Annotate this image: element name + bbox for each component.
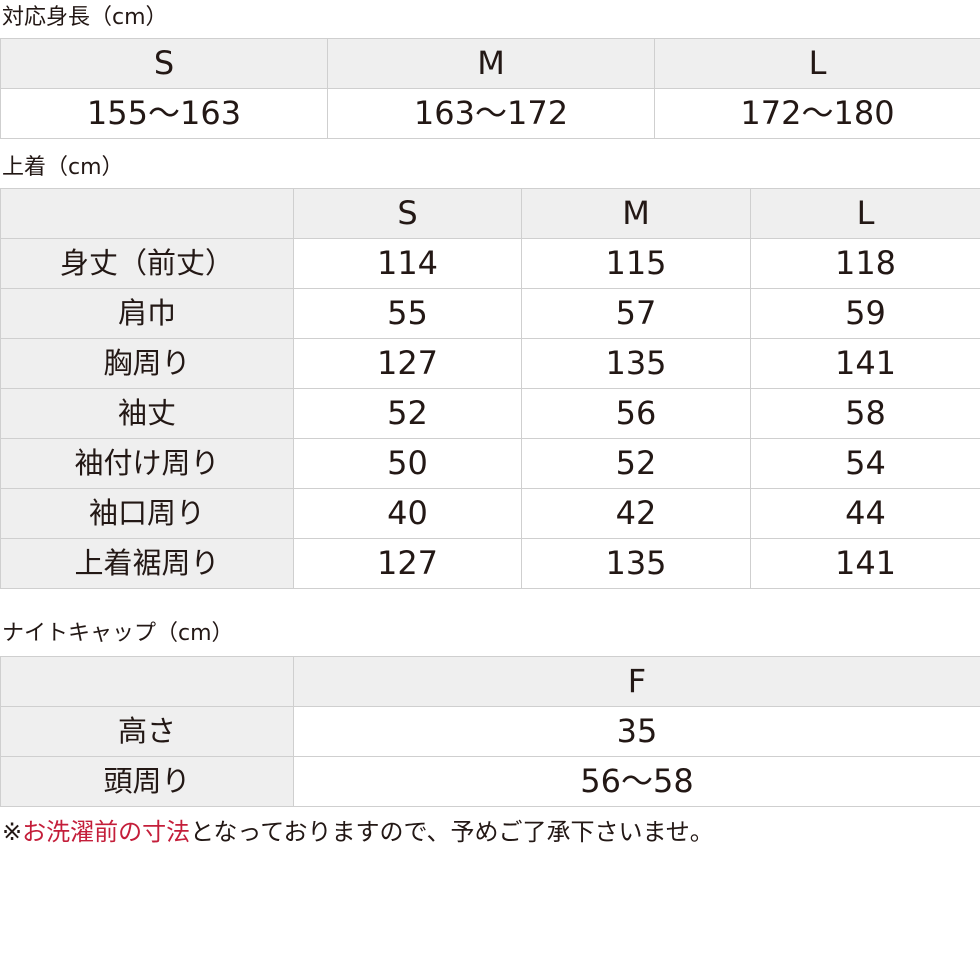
header-row: S M L bbox=[0, 188, 980, 239]
top-table-title: 上着（cm） bbox=[2, 155, 124, 180]
cap-table: F 高さ 35 頭周り 56〜58 bbox=[0, 656, 980, 807]
size-header: M bbox=[327, 38, 655, 89]
row-label: 袖口周り bbox=[0, 488, 294, 539]
height-value: 163〜172 bbox=[327, 88, 655, 139]
cell-value: 59 bbox=[750, 288, 980, 339]
cell-value: 54 bbox=[750, 438, 980, 489]
cell-value: 135 bbox=[521, 538, 751, 589]
cell-value: 52 bbox=[293, 388, 522, 439]
height-table-title: 対応身長（cm） bbox=[2, 5, 168, 30]
cell-value: 135 bbox=[521, 338, 751, 389]
cell-value: 57 bbox=[521, 288, 751, 339]
table-row: 袖丈 52 56 58 bbox=[0, 388, 980, 439]
size-header: L bbox=[750, 188, 980, 239]
table-row: 肩巾 55 57 59 bbox=[0, 288, 980, 339]
row-label: 高さ bbox=[0, 706, 294, 757]
size-header: L bbox=[654, 38, 980, 89]
note-mark: ※ bbox=[2, 818, 23, 846]
row-label: 肩巾 bbox=[0, 288, 294, 339]
height-table: S M L 155〜163 163〜172 172〜180 bbox=[0, 38, 980, 139]
size-header: S bbox=[0, 38, 328, 89]
cell-value: 44 bbox=[750, 488, 980, 539]
cell-value: 35 bbox=[293, 706, 980, 757]
cell-value: 55 bbox=[293, 288, 522, 339]
note-text: となっておりますので、予めご了承下さいませ。 bbox=[190, 818, 714, 846]
row-label: 袖付け周り bbox=[0, 438, 294, 489]
cell-value: 127 bbox=[293, 538, 522, 589]
corner-cell bbox=[0, 188, 294, 239]
corner-cell bbox=[0, 656, 294, 707]
table-row: 身丈（前丈） 114 115 118 bbox=[0, 238, 980, 289]
table-row: 袖付け周り 50 52 54 bbox=[0, 438, 980, 489]
cell-value: 56 bbox=[521, 388, 751, 439]
size-header: M bbox=[521, 188, 751, 239]
cell-value: 50 bbox=[293, 438, 522, 489]
table-row: 上着裾周り 127 135 141 bbox=[0, 538, 980, 589]
height-value: 155〜163 bbox=[0, 88, 328, 139]
cell-value: 118 bbox=[750, 238, 980, 289]
table-row: 155〜163 163〜172 172〜180 bbox=[0, 88, 980, 139]
row-label: 頭周り bbox=[0, 756, 294, 807]
header-row: S M L bbox=[0, 38, 980, 89]
cell-value: 56〜58 bbox=[293, 756, 980, 807]
row-label: 上着裾周り bbox=[0, 538, 294, 589]
washing-note: ※お洗濯前の寸法となっておりますので、予めご了承下さいませ。 bbox=[2, 816, 714, 848]
cell-value: 141 bbox=[750, 338, 980, 389]
row-label: 袖丈 bbox=[0, 388, 294, 439]
cell-value: 127 bbox=[293, 338, 522, 389]
cell-value: 58 bbox=[750, 388, 980, 439]
table-row: 胸周り 127 135 141 bbox=[0, 338, 980, 389]
cell-value: 42 bbox=[521, 488, 751, 539]
note-highlight: お洗濯前の寸法 bbox=[22, 818, 191, 846]
table-row: 高さ 35 bbox=[0, 706, 980, 757]
cell-value: 52 bbox=[521, 438, 751, 489]
top-table: S M L 身丈（前丈） 114 115 118 肩巾 55 57 59 胸周り 127 135 14… bbox=[0, 188, 980, 589]
size-header: S bbox=[293, 188, 522, 239]
cell-value: 40 bbox=[293, 488, 522, 539]
cell-value: 141 bbox=[750, 538, 980, 589]
height-value: 172〜180 bbox=[654, 88, 980, 139]
row-label: 身丈（前丈） bbox=[0, 238, 294, 289]
row-label: 胸周り bbox=[0, 338, 294, 389]
table-row: 頭周り 56〜58 bbox=[0, 756, 980, 807]
cap-table-title: ナイトキャップ（cm） bbox=[2, 621, 234, 646]
cell-value: 115 bbox=[521, 238, 751, 289]
header-row: F bbox=[0, 656, 980, 707]
table-row: 袖口周り 40 42 44 bbox=[0, 488, 980, 539]
cell-value: 114 bbox=[293, 238, 522, 289]
size-header: F bbox=[293, 656, 980, 707]
